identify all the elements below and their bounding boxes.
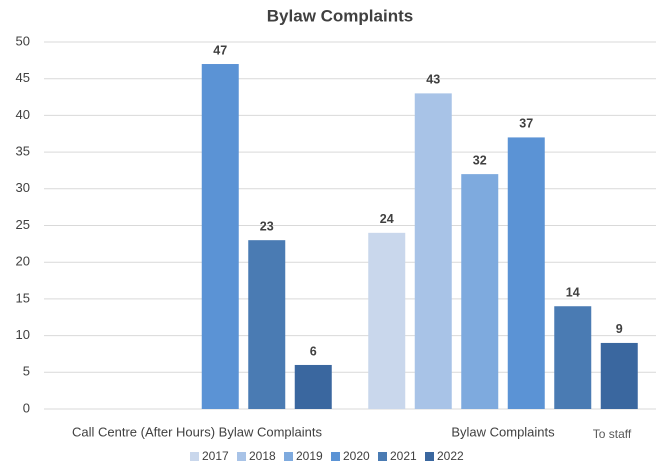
y-tick-label: 5 [23, 364, 30, 379]
legend-label: 2022 [437, 449, 464, 463]
y-tick-label: 0 [23, 400, 30, 415]
bar [414, 93, 452, 409]
y-tick-label: 30 [16, 180, 30, 195]
y-tick-label: 20 [16, 254, 30, 269]
data-label: 37 [519, 117, 533, 131]
data-label: 24 [380, 212, 394, 226]
chart-title: Bylaw Complaints [267, 6, 413, 25]
y-tick-label: 10 [16, 327, 30, 342]
x-tick-label: Call Centre (After Hours) Bylaw Complain… [72, 424, 322, 439]
legend-swatch [425, 452, 434, 461]
bar [294, 364, 332, 409]
legend-swatch [190, 452, 199, 461]
bar [248, 240, 286, 409]
data-label: 23 [260, 219, 274, 233]
bar [201, 64, 239, 410]
legend-label: 2017 [202, 449, 229, 463]
y-tick-label: 35 [16, 144, 30, 159]
data-label: 14 [566, 286, 580, 300]
bar [461, 174, 499, 409]
y-tick-label: 45 [16, 70, 30, 85]
y-tick-label: 25 [16, 217, 30, 232]
data-label: 6 [310, 344, 317, 358]
data-label: 43 [426, 73, 440, 87]
data-label: 9 [616, 322, 623, 336]
y-tick-label: 50 [16, 33, 30, 48]
bar [600, 342, 638, 409]
legend-label: 2020 [343, 449, 370, 463]
annotation: To staff [593, 427, 632, 441]
legend-label: 2018 [249, 449, 276, 463]
legend-swatch [378, 452, 387, 461]
legend-swatch [284, 452, 293, 461]
bar [554, 306, 592, 409]
bar [507, 137, 545, 410]
y-tick-label: 15 [16, 290, 30, 305]
data-label: 47 [213, 43, 227, 57]
legend-label: 2021 [390, 449, 417, 463]
legend-label: 2019 [296, 449, 323, 463]
x-tick-label: Bylaw Complaints [451, 424, 555, 439]
bar [368, 232, 406, 409]
legend-swatch [237, 452, 246, 461]
legend-swatch [331, 452, 340, 461]
data-label: 32 [473, 153, 487, 167]
y-tick-label: 40 [16, 107, 30, 122]
